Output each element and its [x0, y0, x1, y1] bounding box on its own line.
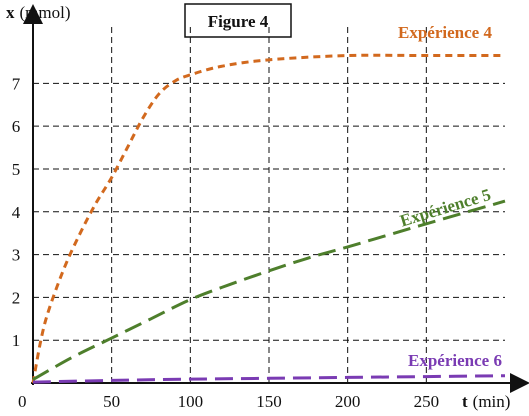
series-6-line: [32, 374, 506, 384]
tick-labels: 50 100 150 200 250 1 2 3 4 5 6 7: [12, 74, 439, 411]
series-4-label: Expérience 4: [398, 23, 492, 42]
series-4-line: [31, 53, 505, 384]
x-axis-unit: (min): [473, 392, 511, 411]
y-tick-label: 2: [12, 288, 21, 307]
y-tick-label: 6: [12, 117, 21, 136]
y-axis-symbol: x: [6, 3, 15, 22]
series-6-label: Expérience 6: [408, 351, 502, 370]
x-tick-label: 150: [256, 392, 282, 411]
grid: [33, 26, 505, 383]
x-axis-symbol: t: [462, 392, 468, 411]
y-tick-label: 4: [12, 203, 21, 222]
series-5-line: [32, 199, 506, 381]
figure-title-box: Figure 4: [184, 3, 292, 38]
x-tick-label: 100: [178, 392, 204, 411]
y-tick-label: 1: [12, 331, 21, 350]
x-axis-label: t (min): [462, 392, 510, 411]
y-axis-unit: (mmol): [20, 3, 71, 22]
x-tick-label: 200: [335, 392, 361, 411]
x-tick-label: 250: [414, 392, 440, 411]
series-lines: [31, 53, 506, 384]
figure-title: Figure 4: [208, 12, 269, 31]
x-tick-label: 50: [103, 392, 120, 411]
origin-label: 0: [18, 392, 27, 411]
y-axis-label: x (mmol): [6, 3, 71, 22]
y-tick-label: 7: [12, 74, 21, 93]
y-tick-label: 3: [12, 246, 21, 265]
axes: [23, 4, 529, 393]
y-tick-label: 5: [12, 160, 21, 179]
